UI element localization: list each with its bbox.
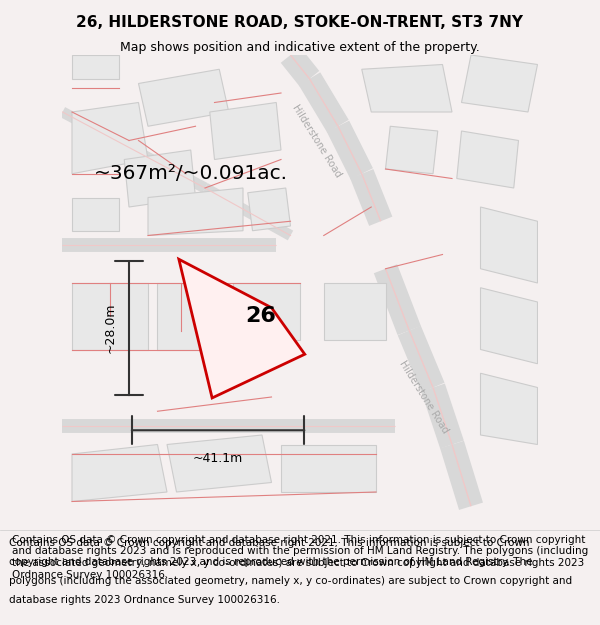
- Polygon shape: [179, 259, 305, 398]
- Text: ~367m²/~0.091ac.: ~367m²/~0.091ac.: [94, 164, 288, 183]
- Text: Contains OS data © Crown copyright and database right 2021. This information is : Contains OS data © Crown copyright and d…: [9, 538, 530, 548]
- Polygon shape: [281, 444, 376, 492]
- Polygon shape: [324, 283, 386, 340]
- Polygon shape: [481, 373, 538, 444]
- Polygon shape: [72, 444, 167, 501]
- Polygon shape: [233, 283, 300, 340]
- Polygon shape: [72, 283, 148, 349]
- Polygon shape: [124, 150, 196, 207]
- Polygon shape: [481, 288, 538, 364]
- Polygon shape: [72, 55, 119, 79]
- Polygon shape: [139, 69, 229, 126]
- Polygon shape: [167, 435, 271, 492]
- Text: 26: 26: [245, 306, 276, 326]
- Polygon shape: [457, 131, 518, 188]
- Text: copyright and database rights 2023 and is reproduced with the permission of HM L: copyright and database rights 2023 and i…: [9, 557, 533, 567]
- Text: ~28.0m: ~28.0m: [103, 303, 116, 353]
- Polygon shape: [157, 283, 224, 349]
- Polygon shape: [72, 102, 148, 174]
- Text: Contains OS data © Crown copyright and database right 2021. This information is : Contains OS data © Crown copyright and d…: [12, 535, 588, 579]
- Text: Map shows position and indicative extent of the property.: Map shows position and indicative extent…: [120, 41, 480, 54]
- Text: Hilderstone Road: Hilderstone Road: [290, 102, 343, 179]
- Polygon shape: [210, 102, 281, 159]
- Text: polygons (including the associated geometry, namely x, y co-ordinates) are subje: polygons (including the associated geome…: [9, 576, 572, 586]
- Polygon shape: [362, 64, 452, 112]
- Polygon shape: [148, 188, 243, 236]
- Text: database rights 2023 Ordnance Survey 100026316.: database rights 2023 Ordnance Survey 100…: [9, 594, 280, 604]
- Polygon shape: [481, 207, 538, 283]
- Polygon shape: [461, 55, 538, 112]
- Polygon shape: [248, 188, 290, 231]
- Text: Hilderstone Road: Hilderstone Road: [397, 359, 450, 435]
- Text: ~41.1m: ~41.1m: [193, 452, 243, 465]
- Text: 26, HILDERSTONE ROAD, STOKE-ON-TRENT, ST3 7NY: 26, HILDERSTONE ROAD, STOKE-ON-TRENT, ST…: [77, 16, 523, 31]
- Polygon shape: [72, 198, 119, 231]
- Polygon shape: [386, 126, 438, 174]
